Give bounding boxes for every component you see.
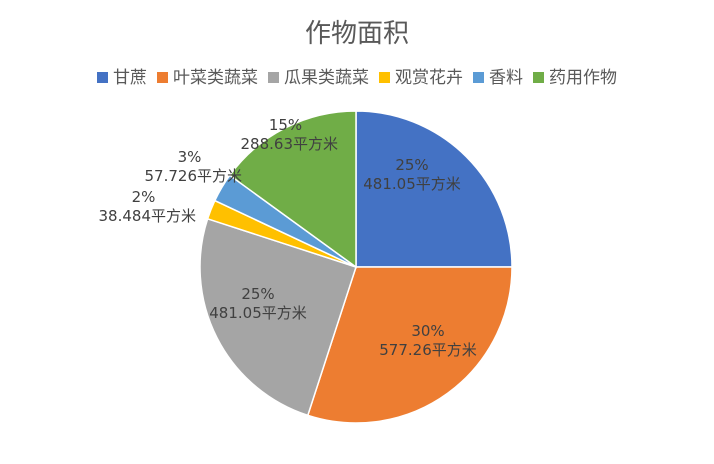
data-label-percent: 2% [132, 188, 156, 206]
legend-swatch [533, 72, 544, 83]
data-label-percent: 15% [269, 116, 302, 134]
chart-title: 作物面积 [305, 19, 409, 49]
data-label-value: 577.26平方米 [379, 341, 477, 359]
data-label-value: 288.63平方米 [241, 135, 339, 153]
pie-slice [228, 110, 357, 269]
legend-swatch [97, 72, 108, 83]
legend-swatch [268, 72, 279, 83]
data-label-percent: 3% [178, 148, 202, 166]
legend-label: 叶菜类蔬菜 [173, 68, 258, 88]
data-label-percent: 25% [395, 156, 428, 174]
legend-item: 药用作物 [533, 68, 617, 88]
data-labels: 25%481.05平方米30%577.26平方米25%481.05平方米2%38… [99, 116, 477, 359]
legend-swatch [379, 72, 390, 83]
legend-label: 药用作物 [549, 68, 617, 88]
legend-item: 叶菜类蔬菜 [157, 68, 258, 88]
legend-item: 观赏花卉 [379, 68, 463, 88]
data-label-value: 481.05平方米 [209, 304, 307, 322]
legend-label: 观赏花卉 [395, 68, 463, 88]
pie-slice [199, 217, 357, 417]
pie-slices [199, 110, 513, 424]
legend-item: 甘蔗 [97, 68, 147, 88]
data-label-value: 38.484平方米 [99, 207, 197, 225]
legend-swatch [157, 72, 168, 83]
legend-label: 香料 [489, 68, 523, 88]
legend-item: 瓜果类蔬菜 [268, 68, 369, 88]
data-label-percent: 30% [411, 322, 444, 340]
legend-label: 甘蔗 [113, 68, 147, 88]
legend-swatch [473, 72, 484, 83]
data-label-value: 57.726平方米 [145, 167, 243, 185]
pie-slice [306, 266, 513, 424]
legend: 甘蔗 叶菜类蔬菜 瓜果类蔬菜 观赏花卉 香料 药用作物 [97, 68, 617, 88]
legend-label: 瓜果类蔬菜 [284, 68, 369, 88]
data-label-value: 481.05平方米 [363, 175, 461, 193]
legend-item: 香料 [473, 68, 523, 88]
data-label-percent: 25% [241, 285, 274, 303]
pie-slice [355, 110, 513, 268]
